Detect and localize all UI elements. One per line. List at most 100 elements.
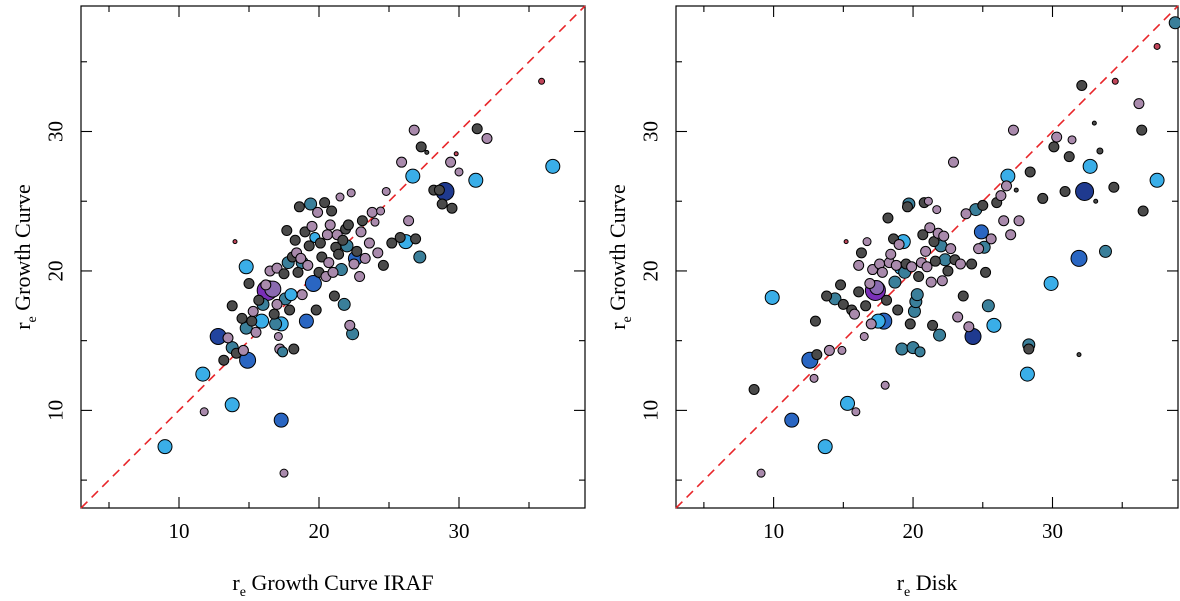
left-scatter-point <box>304 274 322 292</box>
left-reference-line <box>80 5 586 509</box>
left-scatter-point <box>413 250 427 264</box>
right-x-tick-label: 20 <box>903 519 924 543</box>
left-scatter-point <box>454 167 464 177</box>
left-scatter-point <box>356 215 368 227</box>
right-scatter-point <box>960 208 972 220</box>
left-scatter-point <box>394 231 406 243</box>
left-scatter-point <box>481 132 493 144</box>
right-scatter-point <box>1007 124 1019 136</box>
right-scatter-point <box>947 156 959 168</box>
right-scatter-point <box>980 266 992 278</box>
right-scatter-point <box>882 212 894 224</box>
right-scatter-point <box>1051 131 1063 143</box>
left-ticks-group <box>81 6 585 508</box>
right-scatter-point <box>927 319 939 331</box>
left-scatter-point <box>346 188 356 198</box>
right-scatter-point <box>998 215 1010 227</box>
left-y-tick-label: 20 <box>43 260 67 281</box>
right-scatter-point <box>901 201 913 213</box>
right-scatter-point <box>1082 158 1098 174</box>
left-scatter-point <box>354 271 366 283</box>
left-scatter-point <box>348 258 360 270</box>
right-scatter-point <box>837 345 847 355</box>
left-scatter-point <box>302 259 314 271</box>
right-scatter-point <box>1005 229 1017 241</box>
right-scatter-point <box>892 304 904 316</box>
right-scatter-point <box>910 288 924 302</box>
left-scatter-point <box>328 290 340 302</box>
left-scatter-point <box>312 206 324 218</box>
left-scatter-point <box>471 123 483 135</box>
left-scatter-point <box>396 156 408 168</box>
right-x-axis-label: re Disk <box>897 570 958 600</box>
right-scatter-point <box>985 233 997 245</box>
right-scatter-point <box>952 311 964 323</box>
left-scatter-point <box>333 248 345 260</box>
right-scatter-point <box>973 224 989 240</box>
right-scatter-point <box>920 245 932 257</box>
right-scatter-point <box>1024 166 1036 178</box>
left-scatter-point <box>284 304 296 316</box>
left-scatter-point <box>386 237 398 249</box>
right-scatter-point <box>862 237 872 247</box>
left-scatter-point <box>232 239 238 245</box>
right-scatter-point <box>1023 343 1035 355</box>
right-scatter-point <box>881 294 893 306</box>
right-scatter-point <box>859 331 869 341</box>
left-scatter-point <box>247 305 259 317</box>
right-scatter-point <box>1091 120 1097 126</box>
left-scatter-point <box>195 366 211 382</box>
right-scatter-point <box>1048 141 1060 153</box>
left-scatter-point <box>355 226 367 238</box>
right-scatter-point <box>1098 244 1112 258</box>
left-scatter-point <box>415 141 427 153</box>
right-scatter-point <box>1013 215 1025 227</box>
left-scatter-point <box>337 297 351 311</box>
left-scatter-point <box>246 315 258 327</box>
right-scatter-point <box>1000 180 1012 192</box>
left-scatter-point <box>296 289 308 301</box>
left-scatter-point <box>292 266 304 278</box>
right-points-group <box>748 16 1180 478</box>
right-scatter-point <box>1153 42 1161 50</box>
left-scatter-point <box>273 412 289 428</box>
right-scatter-point <box>904 318 916 330</box>
right-scatter-point <box>864 277 876 289</box>
right-scatter-point <box>876 266 888 278</box>
right-scatter-point <box>784 412 800 428</box>
left-scatter-point <box>376 206 386 216</box>
left-scatter-point <box>433 184 445 196</box>
left-scatter-point <box>408 124 420 136</box>
right-scatter-panel: 10 20 30 10 20 30 re Disk re Growth Curv… <box>605 5 1180 600</box>
left-scatter-point <box>381 186 391 196</box>
left-scatter-point <box>337 234 349 246</box>
left-scatter-panel: 10 20 30 10 20 30 re Growth Curve IRAF r… <box>10 5 586 600</box>
right-scatter-point <box>840 395 856 411</box>
right-scatter-point <box>821 290 833 302</box>
left-scatter-point <box>306 220 318 232</box>
left-scatter-point <box>310 304 322 316</box>
left-plot-frame <box>80 5 586 509</box>
right-scatter-point <box>837 298 849 310</box>
left-scatter-point <box>224 397 240 413</box>
right-scatter-point <box>1136 124 1148 136</box>
right-scatter-point <box>906 261 918 273</box>
left-scatter-point <box>335 192 345 202</box>
left-y-tick-label: 30 <box>43 121 67 142</box>
left-y-axis-label: re Growth Curve <box>10 184 40 330</box>
left-scatter-point <box>279 468 289 478</box>
left-scatter-point <box>327 266 339 278</box>
right-scatter-point <box>945 243 957 255</box>
right-scatter-point <box>917 229 929 241</box>
left-scatter-point <box>314 237 326 249</box>
right-scatter-point <box>1137 205 1149 217</box>
right-scatter-point <box>835 279 847 291</box>
right-scatter-point <box>885 248 897 260</box>
left-scatter-point <box>366 206 378 218</box>
right-scatter-point <box>1070 249 1088 267</box>
left-scatter-point <box>436 198 448 210</box>
left-scatter-point <box>342 219 354 231</box>
right-scatter-point <box>865 318 877 330</box>
right-y-tick-label: 20 <box>638 260 662 281</box>
right-scatter-point <box>809 315 821 327</box>
